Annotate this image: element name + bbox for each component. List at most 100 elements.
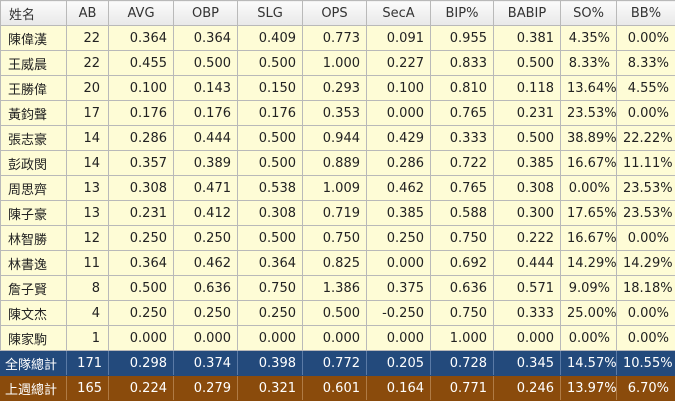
cell-slg: 0.308 [237, 200, 303, 226]
cell-seca: -0.250 [366, 300, 431, 326]
table-row: 王勝偉 20 0.100 0.143 0.150 0.293 0.100 0.810 0.118… [0, 75, 675, 101]
cell-bip-pct: 0.722 [430, 150, 494, 176]
cell-obp: 0.636 [173, 275, 238, 301]
column-header-bip-pct: BIP% [430, 0, 494, 26]
cell-seca: 0.250 [366, 225, 431, 251]
total-cell-avg: 0.298 [108, 350, 174, 376]
column-header-seca: SecA [366, 0, 431, 26]
cell-ab: 8 [66, 275, 109, 301]
cell-obp: 0.500 [173, 50, 238, 76]
cell-obp: 0.250 [173, 225, 238, 251]
cell-avg: 0.176 [108, 100, 174, 126]
cell-bb-pct: 22.22% [616, 125, 675, 151]
table-body: 陳偉漢 22 0.364 0.364 0.409 0.773 0.091 0.955 0.381… [0, 25, 675, 351]
cell-so-pct: 4.35% [560, 25, 617, 51]
cell-name: 林書逸 [0, 250, 67, 276]
cell-obp: 0.444 [173, 125, 238, 151]
cell-ab: 20 [66, 75, 109, 101]
cell-name: 王勝偉 [0, 75, 67, 101]
table-row: 陳子豪 13 0.231 0.412 0.308 0.719 0.385 0.588 0.300… [0, 200, 675, 226]
cell-ab: 17 [66, 100, 109, 126]
table-header: 姓名 AB AVG OBP SLG OPS SecA BIP% BABIP SO% BB% [0, 0, 675, 26]
cell-bb-pct: 18.18% [616, 275, 675, 301]
table-row: 黃鈞聲 17 0.176 0.176 0.176 0.353 0.000 0.765 0.231… [0, 100, 675, 126]
table-row: 陳家駒 1 0.000 0.000 0.000 0.000 0.000 1.000 0.000 0… [0, 325, 675, 351]
cell-babip: 0.300 [493, 200, 561, 226]
total-cell-bip-pct: 0.728 [430, 350, 494, 376]
cell-seca: 0.462 [366, 175, 431, 201]
cell-bb-pct: 23.53% [616, 200, 675, 226]
cell-so-pct: 16.67% [560, 225, 617, 251]
cell-ops: 1.009 [302, 175, 367, 201]
cell-name: 陳偉漢 [0, 25, 67, 51]
cell-slg: 0.538 [237, 175, 303, 201]
cell-ops: 0.750 [302, 225, 367, 251]
column-header-slg: SLG [237, 0, 303, 26]
cell-so-pct: 0.00% [560, 175, 617, 201]
last-week-total-row: 上週總計 165 0.224 0.279 0.321 0.601 0.164 0.771 0.2… [0, 375, 675, 401]
team-total-row: 全隊總計 171 0.298 0.374 0.398 0.772 0.205 0.728 0.3… [0, 350, 675, 376]
cell-ab: 11 [66, 250, 109, 276]
cell-obp: 0.364 [173, 25, 238, 51]
total-cell-name: 上週總計 [0, 375, 67, 401]
cell-bb-pct: 8.33% [616, 50, 675, 76]
cell-ab: 1 [66, 325, 109, 351]
cell-bip-pct: 0.692 [430, 250, 494, 276]
cell-seca: 0.385 [366, 200, 431, 226]
cell-obp: 0.176 [173, 100, 238, 126]
cell-babip: 0.308 [493, 175, 561, 201]
total-cell-ops: 0.772 [302, 350, 367, 376]
total-cell-so-pct: 14.57% [560, 350, 617, 376]
cell-slg: 0.750 [237, 275, 303, 301]
cell-bip-pct: 0.765 [430, 175, 494, 201]
cell-obp: 0.143 [173, 75, 238, 101]
cell-babip: 0.118 [493, 75, 561, 101]
table-row: 林智勝 12 0.250 0.250 0.500 0.750 0.250 0.750 0.222… [0, 225, 675, 251]
cell-bip-pct: 0.833 [430, 50, 494, 76]
total-cell-ab: 171 [66, 350, 109, 376]
total-cell-obp: 0.279 [173, 375, 238, 401]
cell-ab: 13 [66, 200, 109, 226]
cell-bb-pct: 0.00% [616, 100, 675, 126]
total-cell-babip: 0.345 [493, 350, 561, 376]
cell-bip-pct: 1.000 [430, 325, 494, 351]
column-header-ab: AB [66, 0, 109, 26]
column-header-name: 姓名 [0, 0, 67, 26]
cell-so-pct: 16.67% [560, 150, 617, 176]
cell-bip-pct: 0.333 [430, 125, 494, 151]
cell-name: 周思齊 [0, 175, 67, 201]
total-cell-bb-pct: 10.55% [616, 350, 675, 376]
total-cell-ops: 0.601 [302, 375, 367, 401]
cell-ab: 22 [66, 25, 109, 51]
cell-so-pct: 0.00% [560, 325, 617, 351]
cell-obp: 0.471 [173, 175, 238, 201]
total-cell-bb-pct: 6.70% [616, 375, 675, 401]
cell-avg: 0.364 [108, 250, 174, 276]
cell-ab: 13 [66, 175, 109, 201]
table-row: 王威晨 22 0.455 0.500 0.500 1.000 0.227 0.833 0.500… [0, 50, 675, 76]
cell-ops: 0.293 [302, 75, 367, 101]
cell-bb-pct: 0.00% [616, 225, 675, 251]
total-cell-slg: 0.321 [237, 375, 303, 401]
cell-name: 林智勝 [0, 225, 67, 251]
cell-so-pct: 9.09% [560, 275, 617, 301]
cell-bb-pct: 0.00% [616, 300, 675, 326]
cell-ops: 0.825 [302, 250, 367, 276]
cell-avg: 0.286 [108, 125, 174, 151]
cell-ops: 1.000 [302, 50, 367, 76]
cell-avg: 0.231 [108, 200, 174, 226]
total-cell-name: 全隊總計 [0, 350, 67, 376]
cell-so-pct: 8.33% [560, 50, 617, 76]
total-cell-slg: 0.398 [237, 350, 303, 376]
cell-avg: 0.364 [108, 25, 174, 51]
cell-ab: 14 [66, 150, 109, 176]
total-cell-ab: 165 [66, 375, 109, 401]
cell-slg: 0.500 [237, 50, 303, 76]
cell-name: 彭政閔 [0, 150, 67, 176]
cell-ops: 0.000 [302, 325, 367, 351]
table-row: 張志豪 14 0.286 0.444 0.500 0.944 0.429 0.333 0.500… [0, 125, 675, 151]
column-header-babip: BABIP [493, 0, 561, 26]
cell-slg: 0.150 [237, 75, 303, 101]
column-header-so-pct: SO% [560, 0, 617, 26]
cell-ab: 12 [66, 225, 109, 251]
